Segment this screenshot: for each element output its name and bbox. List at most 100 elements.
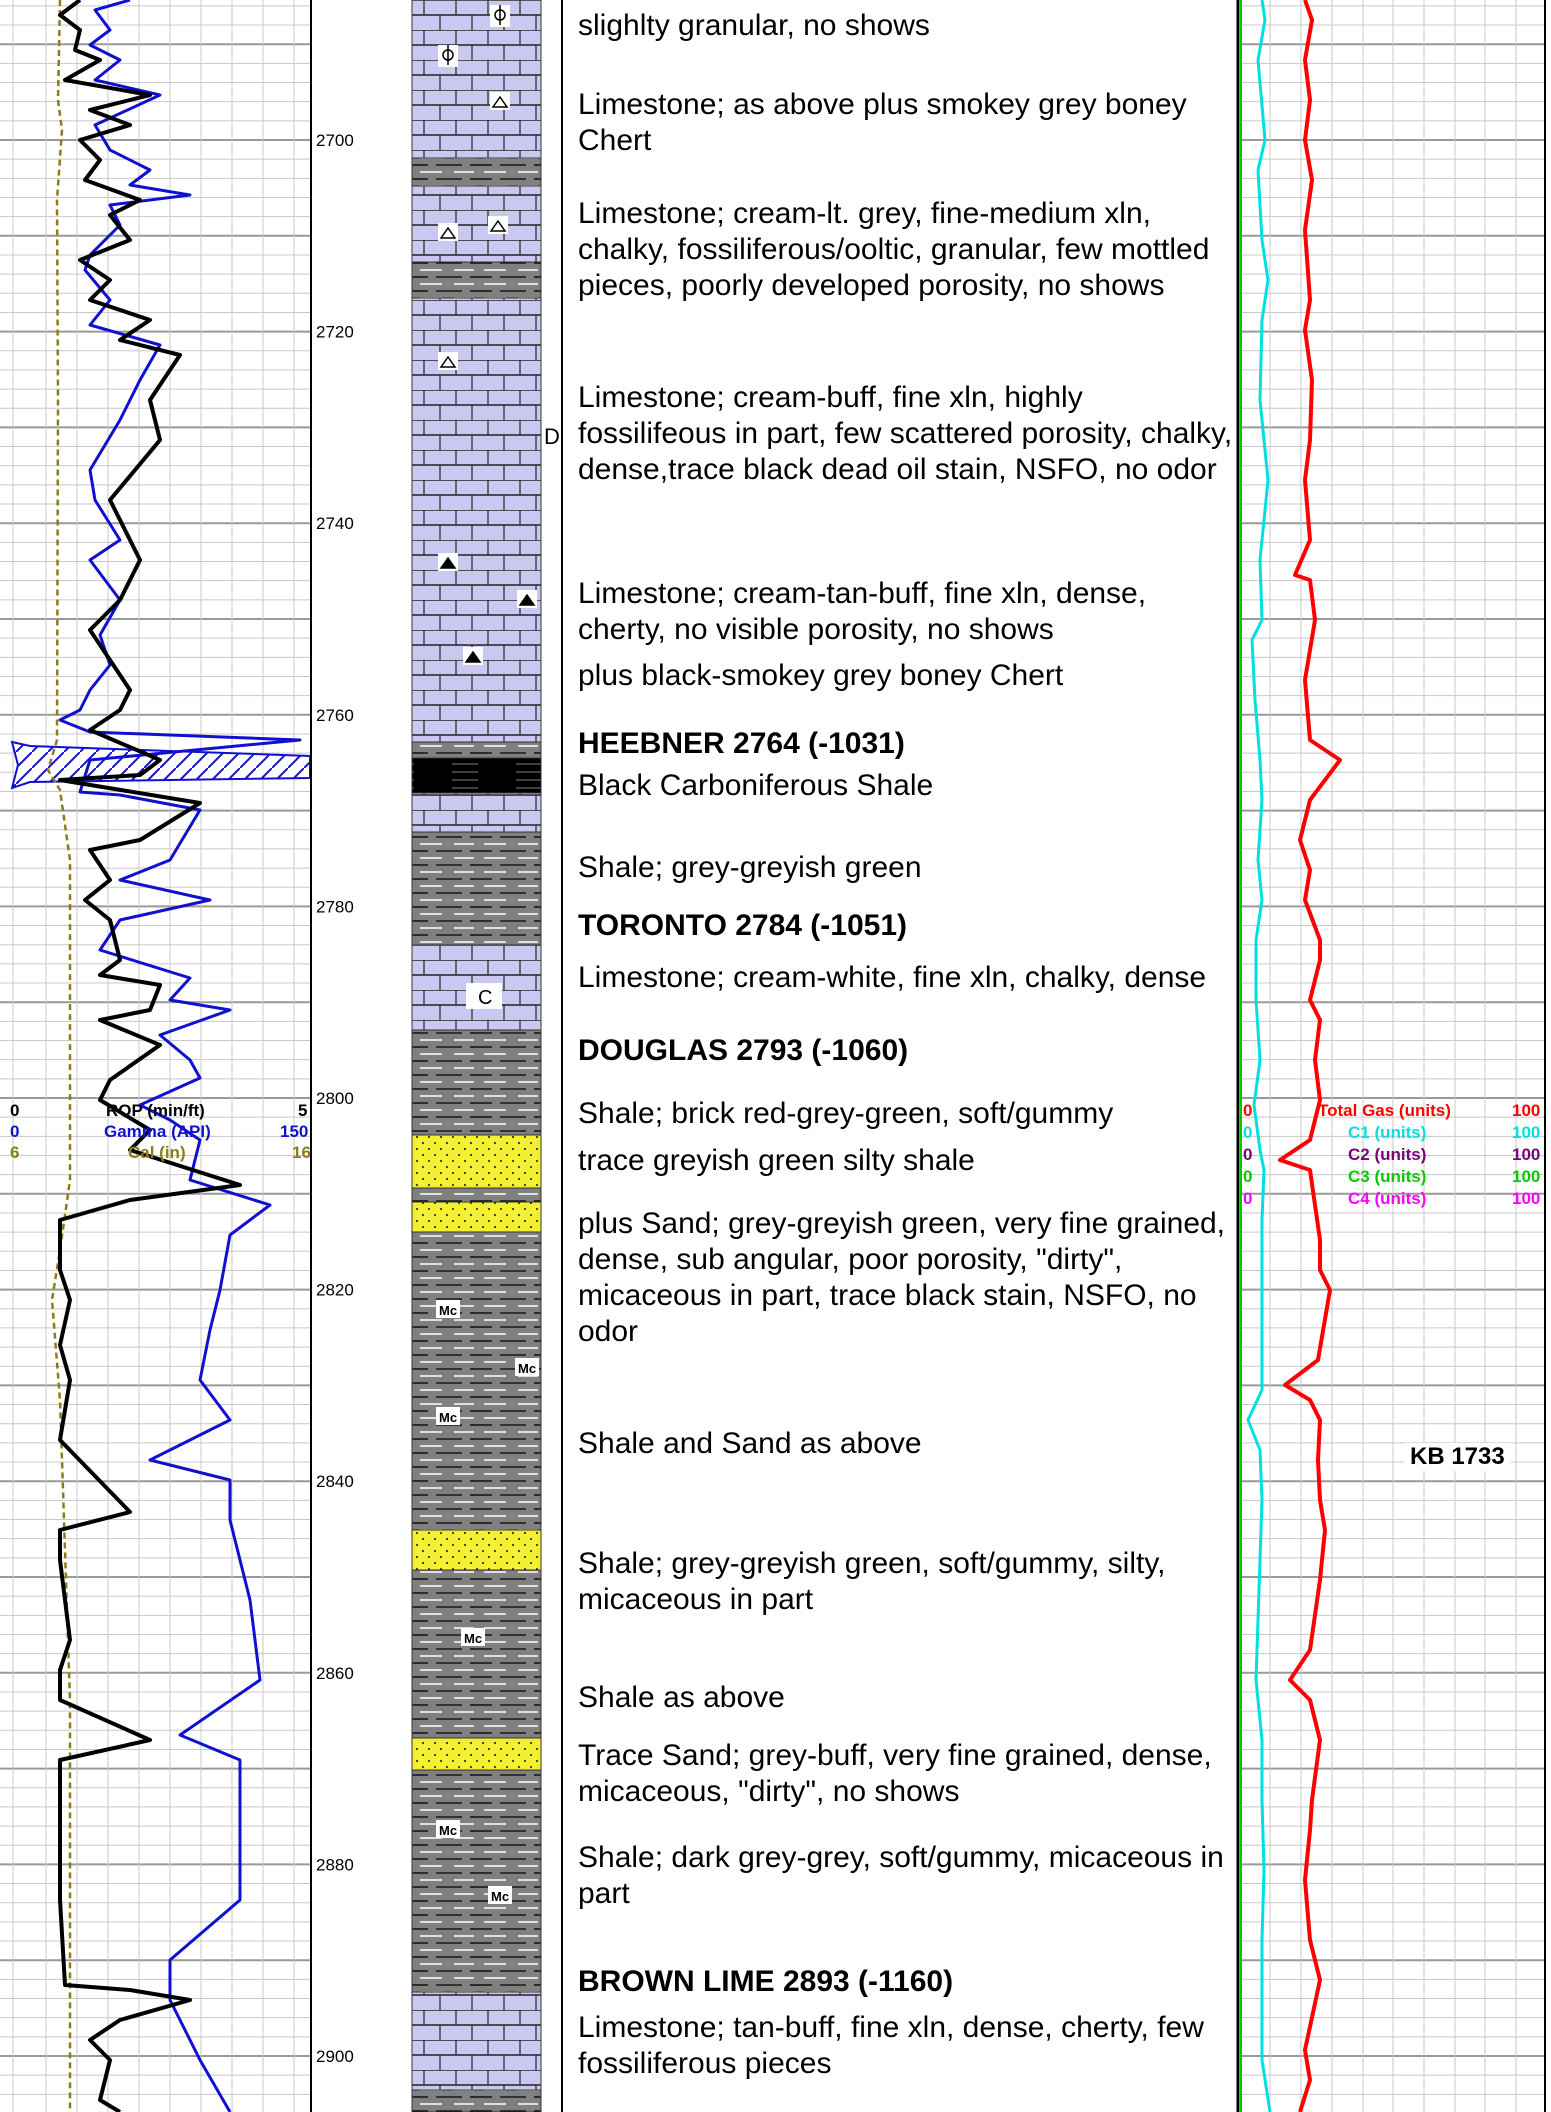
cal-label: Cal (in)	[128, 1143, 186, 1162]
lithology-layer-shale	[411, 2089, 542, 2112]
svg-text:Mc: Mc	[491, 1889, 509, 1904]
cal-min: 6	[10, 1143, 20, 1162]
description-13: trace greyish green silty shale	[578, 1144, 975, 1177]
mica-symbol: Mc	[488, 1886, 512, 1904]
chert-symbol	[463, 647, 483, 665]
c1-curve	[1246, 0, 1272, 2112]
c1-min: 0	[1243, 1123, 1253, 1142]
depth-label: 2780	[316, 897, 354, 916]
c2-label: C2 (units)	[1348, 1145, 1427, 1164]
c3-max: 100	[1512, 1167, 1541, 1186]
description-12: Shale; brick red-grey-green, soft/gummy	[578, 1097, 1114, 1130]
formation-top-heebner: HEEBNER 2764 (-1031)	[578, 727, 905, 760]
mica-symbol: Mc	[436, 1300, 460, 1318]
lithology-layer-shale	[411, 1187, 542, 1203]
gamma-shale-fill	[10, 740, 311, 790]
lithology-layer-lime	[411, 1991, 542, 2091]
depth-label: 2700	[316, 131, 354, 150]
fossil-symbol	[438, 45, 458, 67]
depth-label: 2820	[316, 1281, 354, 1300]
formation-top-toronto: TORONTO 2784 (-1051)	[578, 909, 908, 942]
description-21: Limestone; tan-buff, fine xln, dense, ch…	[578, 2011, 1204, 2080]
rop-label: ROP (min/ft)	[106, 1101, 205, 1120]
description-2: Limestone; cream-lt. grey, fine-medium x…	[578, 197, 1210, 302]
depth-label: 2800	[316, 1089, 354, 1108]
mica-symbol: Mc	[515, 1358, 539, 1376]
c3-label: C3 (units)	[1348, 1167, 1427, 1186]
chert-symbol	[517, 590, 537, 608]
depth-label: 2900	[316, 2047, 354, 2066]
mica-symbol: Mc	[436, 1820, 460, 1838]
mica-symbol: Mc	[461, 1628, 485, 1646]
lithology-marker: D	[544, 424, 560, 449]
formation-top-brown-lime: BROWN LIME 2893 (-1160)	[578, 1965, 954, 1998]
gamma-max: 150	[280, 1122, 309, 1141]
c1-max: 100	[1512, 1123, 1541, 1142]
rop-max: 5	[298, 1101, 308, 1120]
chert-symbol	[490, 92, 510, 110]
chalk-symbol: C	[466, 983, 502, 1009]
gamma-min: 0	[10, 1122, 20, 1141]
gamma-label: Gamma (API)	[104, 1122, 211, 1141]
lithology-layer-lime	[411, 297, 542, 743]
lithology-layer-lime	[411, 185, 542, 263]
cal-max: 16	[292, 1143, 311, 1162]
total-gas-max: 100	[1512, 1101, 1541, 1120]
svg-text:C: C	[478, 987, 492, 1009]
chert-symbol	[438, 553, 458, 571]
total-gas-min: 0	[1243, 1101, 1253, 1120]
svg-text:Mc: Mc	[439, 1303, 457, 1318]
description-8: Shale; grey-greyish green	[578, 851, 922, 884]
c2-min: 0	[1243, 1145, 1253, 1164]
description-18: Trace Sand; grey-buff, very fine grained…	[578, 1739, 1212, 1808]
lithology-layer-blackshale	[411, 757, 542, 794]
depth-label: 2840	[316, 1472, 354, 1491]
description-1: Limestone; as above plus smokey grey bon…	[578, 88, 1187, 157]
description-14: plus Sand; grey-greyish green, very fine…	[578, 1207, 1226, 1348]
formation-top-douglas: DOUGLAS 2793 (-1060)	[578, 1034, 909, 1067]
lithology-layer-shale	[411, 1769, 542, 1993]
c4-min: 0	[1243, 1189, 1253, 1208]
lithology-layer-sand	[411, 1529, 542, 1571]
c4-max: 100	[1512, 1189, 1541, 1208]
lithology-layer-lime	[411, 0, 542, 159]
kb-elevation-label: KB 1733	[1404, 1443, 1511, 1471]
svg-text:Mc: Mc	[518, 1361, 536, 1376]
c1-label: C1 (units)	[1348, 1123, 1427, 1142]
lithology-layer-shale	[411, 741, 542, 759]
svg-text:Mc: Mc	[439, 1823, 457, 1838]
lithology-layer-sand	[411, 1134, 542, 1189]
total-gas-label: Total Gas (units)	[1318, 1101, 1451, 1120]
description-19: Shale; dark grey-grey, soft/gummy, micac…	[578, 1841, 1224, 1910]
c4-label: C4 (units)	[1348, 1189, 1427, 1208]
description-7: Black Carboniferous Shale	[578, 769, 934, 802]
description-3: Limestone; cream-buff, fine xln, highly …	[578, 381, 1233, 486]
c3-min: 0	[1243, 1167, 1253, 1186]
depth-label: 2860	[316, 1664, 354, 1683]
rop-min: 0	[10, 1101, 20, 1120]
depth-label: 2740	[316, 514, 354, 533]
description-15: Shale and Sand as above	[578, 1427, 922, 1460]
description-4: Limestone; cream-tan-buff, fine xln, den…	[578, 577, 1147, 646]
lithology-layer-shale	[411, 831, 542, 946]
total-gas-curve	[1278, 0, 1342, 2112]
mica-symbol: Mc	[436, 1407, 460, 1425]
caliper-curve	[46, 0, 72, 2112]
lithology-layer-lime	[411, 792, 542, 833]
depth-label: 2720	[316, 323, 354, 342]
lithology-layer-shale	[411, 1029, 542, 1136]
description-5: plus black-smokey grey boney Chert	[578, 659, 1064, 692]
fossil-symbol	[490, 5, 510, 27]
description-17: Shale as above	[578, 1681, 785, 1714]
depth-label: 2760	[316, 706, 354, 725]
depth-label: 2880	[316, 1855, 354, 1874]
gamma-curve	[58, 0, 302, 2112]
chert-symbol	[438, 352, 458, 370]
description-10: Limestone; cream-white, fine xln, chalky…	[578, 961, 1207, 994]
chert-symbol	[488, 216, 508, 234]
svg-text:Mc: Mc	[464, 1631, 482, 1646]
c2-max: 100	[1512, 1145, 1541, 1164]
lithology-layer-shale	[411, 261, 542, 299]
lithology-layer-shale	[411, 1231, 542, 1531]
